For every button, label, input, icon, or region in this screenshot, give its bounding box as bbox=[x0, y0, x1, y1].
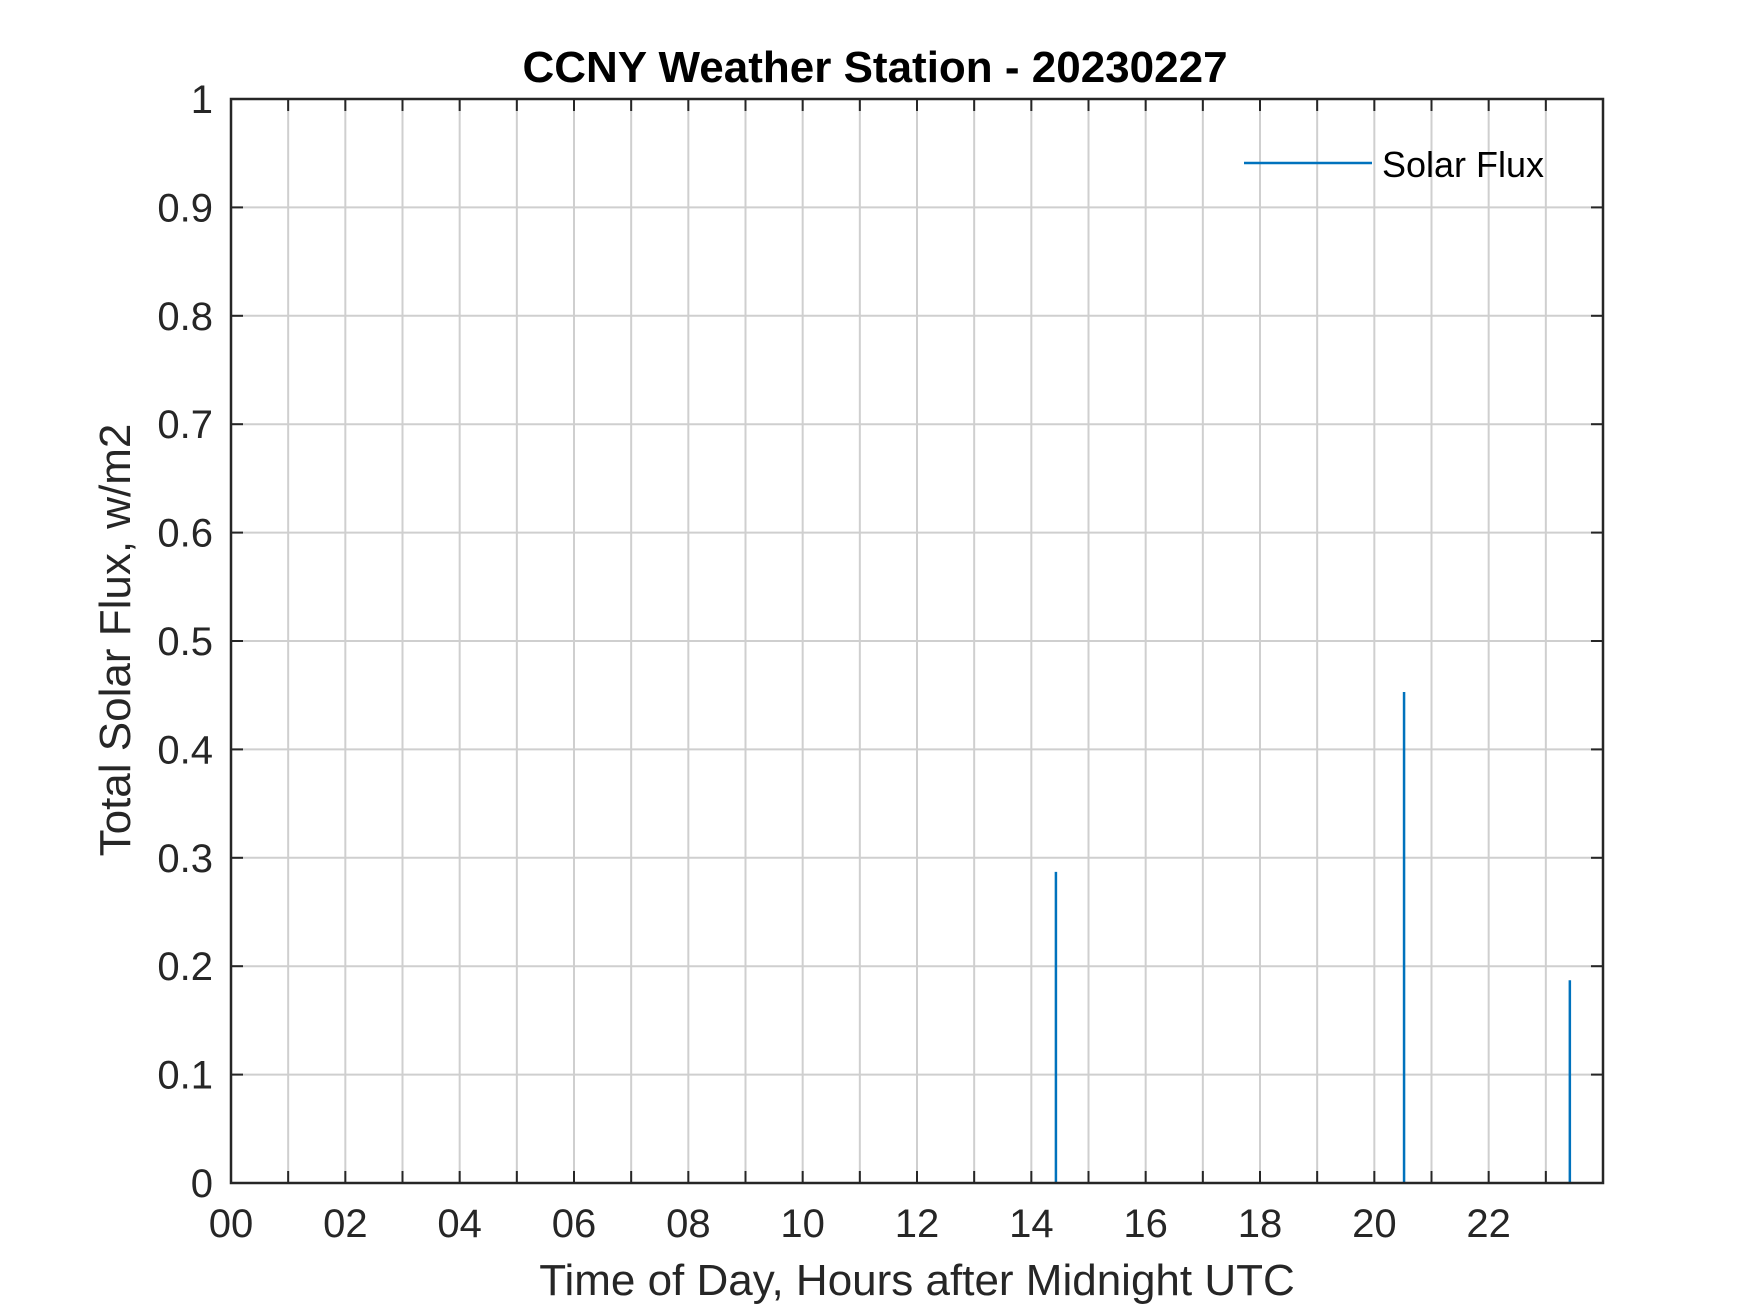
y-tick-label: 0.7 bbox=[157, 403, 213, 447]
x-tick-label: 18 bbox=[1238, 1202, 1283, 1246]
y-tick-label: 0 bbox=[191, 1162, 213, 1206]
x-tick-label: 02 bbox=[323, 1202, 368, 1246]
y-tick-label: 0.8 bbox=[157, 295, 213, 339]
y-tick-label: 0.2 bbox=[157, 945, 213, 989]
legend-label-solar-flux: Solar Flux bbox=[1382, 144, 1544, 185]
series-solar-flux bbox=[1054, 691, 1572, 1183]
x-tick-label: 12 bbox=[895, 1202, 940, 1246]
x-tick-label: 16 bbox=[1123, 1202, 1168, 1246]
x-tick-label: 10 bbox=[780, 1202, 825, 1246]
x-tick-label: 00 bbox=[209, 1202, 254, 1246]
y-tick-label: 0.5 bbox=[157, 620, 213, 664]
x-axis-label: Time of Day, Hours after Midnight UTC bbox=[539, 1256, 1295, 1305]
y-tick-label: 0.9 bbox=[157, 186, 213, 230]
y-tick-labels: 0 0.1 0.2 0.3 0.4 0.5 0.6 0.7 0.8 0.9 1 bbox=[157, 78, 213, 1206]
tick-marks bbox=[231, 98, 1603, 1184]
y-tick-label: 0.6 bbox=[157, 512, 213, 556]
x-tick-label: 14 bbox=[1009, 1202, 1054, 1246]
y-tick-label: 1 bbox=[191, 78, 213, 122]
x-tick-label: 06 bbox=[552, 1202, 597, 1246]
legend: Solar Flux bbox=[1244, 144, 1544, 185]
y-tick-label: 0.4 bbox=[157, 728, 213, 772]
y-tick-label: 0.3 bbox=[157, 837, 213, 881]
chart-title: CCNY Weather Station - 20230227 bbox=[522, 43, 1227, 92]
y-tick-label: 0.1 bbox=[157, 1054, 213, 1098]
x-tick-label: 20 bbox=[1352, 1202, 1397, 1246]
y-axis-label: Total Solar Flux, w/m2 bbox=[91, 424, 140, 857]
plot-frame bbox=[229, 97, 1605, 1185]
x-tick-label: 04 bbox=[437, 1202, 482, 1246]
x-tick-label: 22 bbox=[1466, 1202, 1511, 1246]
grid-lines bbox=[231, 99, 1603, 1183]
x-tick-labels: 00 02 04 06 08 10 12 14 16 18 20 22 bbox=[209, 1202, 1511, 1246]
x-tick-label: 08 bbox=[666, 1202, 711, 1246]
